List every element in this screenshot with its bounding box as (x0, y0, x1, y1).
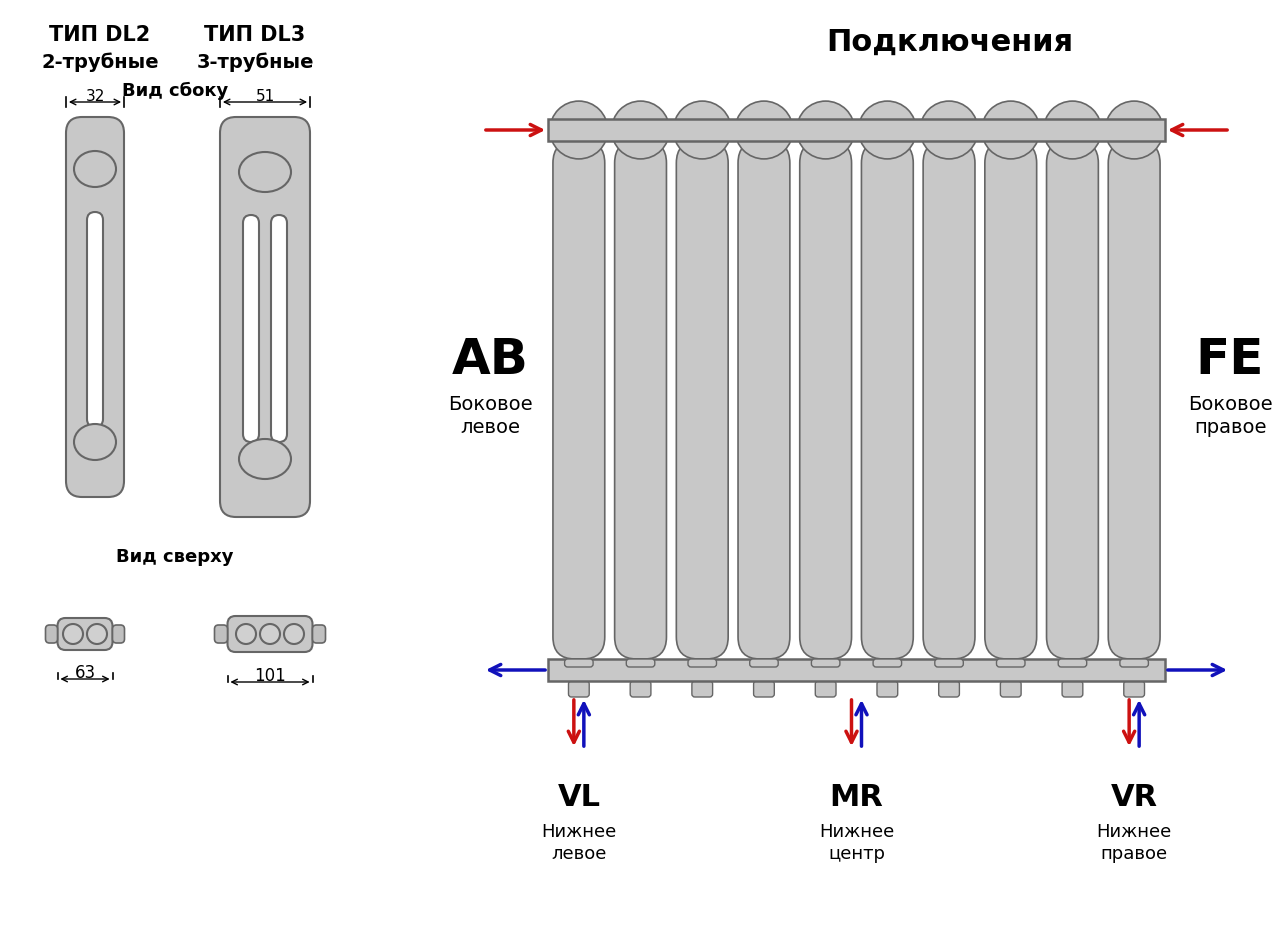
FancyBboxPatch shape (1001, 681, 1021, 697)
Text: 32: 32 (86, 89, 105, 104)
FancyBboxPatch shape (676, 142, 728, 659)
FancyBboxPatch shape (220, 118, 310, 518)
Circle shape (612, 102, 669, 160)
FancyBboxPatch shape (997, 659, 1025, 667)
Text: ТИП DL2: ТИП DL2 (50, 25, 151, 45)
FancyBboxPatch shape (67, 118, 124, 497)
Bar (548, 659, 1165, 681)
FancyBboxPatch shape (938, 681, 960, 697)
Text: 51: 51 (256, 89, 275, 104)
FancyBboxPatch shape (626, 659, 655, 667)
Text: правое: правое (1101, 844, 1167, 862)
Text: правое: правое (1194, 418, 1266, 437)
Circle shape (1105, 102, 1164, 160)
Text: Вид сверху: Вид сверху (116, 548, 234, 565)
FancyBboxPatch shape (754, 681, 774, 697)
FancyBboxPatch shape (861, 142, 913, 659)
FancyBboxPatch shape (568, 681, 589, 697)
FancyBboxPatch shape (87, 212, 102, 428)
Text: левое: левое (552, 844, 607, 862)
Text: ТИП DL3: ТИП DL3 (205, 25, 306, 45)
Text: левое: левое (460, 418, 520, 437)
FancyBboxPatch shape (1120, 659, 1148, 667)
Ellipse shape (74, 152, 116, 188)
FancyBboxPatch shape (113, 625, 124, 643)
Circle shape (550, 102, 608, 160)
FancyBboxPatch shape (1059, 659, 1087, 667)
Text: AB: AB (452, 336, 529, 384)
FancyBboxPatch shape (614, 142, 667, 659)
Text: 63: 63 (74, 664, 96, 681)
FancyBboxPatch shape (687, 659, 717, 667)
Text: Боковое: Боковое (1188, 395, 1272, 414)
Circle shape (284, 624, 305, 644)
Circle shape (982, 102, 1039, 160)
Text: 2-трубные: 2-трубные (41, 51, 159, 71)
Ellipse shape (239, 440, 291, 479)
FancyBboxPatch shape (812, 659, 840, 667)
Text: центр: центр (828, 844, 884, 862)
FancyBboxPatch shape (553, 142, 604, 659)
FancyBboxPatch shape (692, 681, 713, 697)
FancyBboxPatch shape (923, 142, 975, 659)
FancyBboxPatch shape (58, 619, 113, 651)
FancyBboxPatch shape (1062, 681, 1083, 697)
Ellipse shape (239, 153, 291, 193)
Text: Нижнее: Нижнее (819, 822, 895, 841)
FancyBboxPatch shape (800, 142, 851, 659)
Text: 101: 101 (255, 666, 285, 684)
FancyBboxPatch shape (243, 216, 259, 443)
FancyBboxPatch shape (750, 659, 778, 667)
Circle shape (87, 624, 108, 644)
Text: VL: VL (557, 782, 600, 812)
FancyBboxPatch shape (1047, 142, 1098, 659)
Text: 3-трубные: 3-трубные (196, 51, 314, 71)
Text: Нижнее: Нижнее (1097, 822, 1171, 841)
FancyBboxPatch shape (877, 681, 897, 697)
Circle shape (859, 102, 916, 160)
Text: MR: MR (829, 782, 883, 812)
FancyBboxPatch shape (564, 659, 593, 667)
Text: Нижнее: Нижнее (541, 822, 617, 841)
Circle shape (1043, 102, 1101, 160)
Text: FE: FE (1196, 336, 1265, 384)
Circle shape (260, 624, 280, 644)
Circle shape (796, 102, 855, 160)
Ellipse shape (74, 425, 116, 461)
Circle shape (920, 102, 978, 160)
Circle shape (735, 102, 792, 160)
FancyBboxPatch shape (815, 681, 836, 697)
Text: VR: VR (1111, 782, 1157, 812)
FancyBboxPatch shape (215, 625, 228, 643)
FancyBboxPatch shape (1124, 681, 1144, 697)
FancyBboxPatch shape (271, 216, 287, 443)
FancyBboxPatch shape (739, 142, 790, 659)
Circle shape (236, 624, 256, 644)
FancyBboxPatch shape (1108, 142, 1160, 659)
FancyBboxPatch shape (873, 659, 901, 667)
Text: Боковое: Боковое (448, 395, 532, 414)
Circle shape (63, 624, 83, 644)
Bar (548, 120, 1165, 142)
FancyBboxPatch shape (228, 616, 312, 652)
Text: Подключения: Подключения (827, 28, 1074, 57)
FancyBboxPatch shape (312, 625, 325, 643)
FancyBboxPatch shape (630, 681, 652, 697)
Text: Вид сбоку: Вид сбоку (122, 82, 228, 100)
Circle shape (673, 102, 731, 160)
FancyBboxPatch shape (46, 625, 58, 643)
FancyBboxPatch shape (984, 142, 1037, 659)
FancyBboxPatch shape (934, 659, 964, 667)
